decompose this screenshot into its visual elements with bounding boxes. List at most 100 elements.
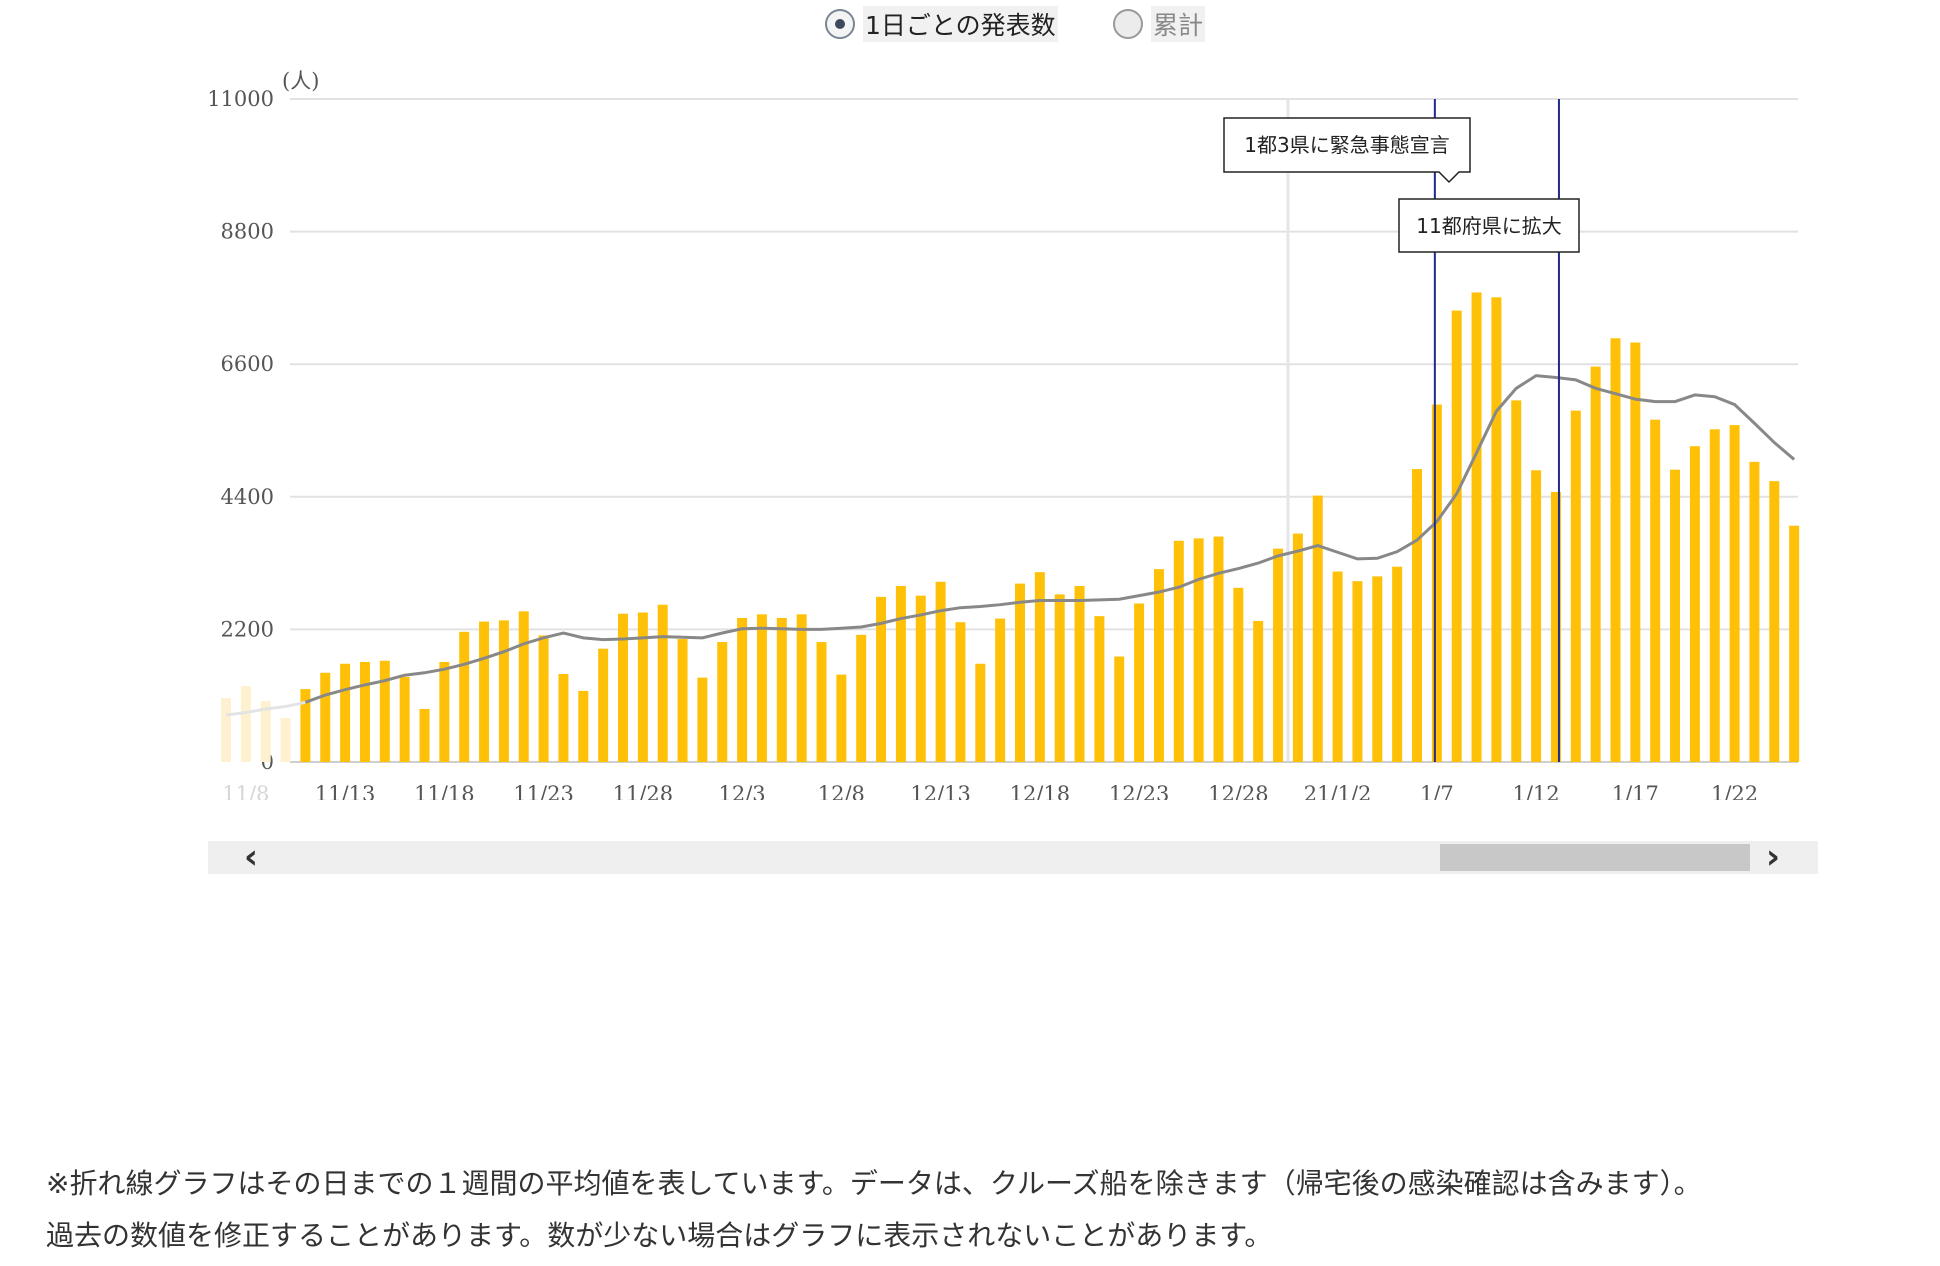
x-tick-label: 11/13: [315, 782, 376, 800]
scroll-thumb[interactable]: [1440, 844, 1750, 871]
bar: [1412, 469, 1422, 762]
bar: [498, 620, 509, 762]
bar: [697, 677, 708, 762]
x-tick-label: 12/8: [818, 782, 865, 800]
bar: [657, 604, 668, 762]
bar: [1630, 342, 1641, 762]
bar: [836, 674, 847, 762]
x-tick-label: 21/1/2: [1304, 782, 1372, 800]
y-axis-ticks: 1100088006600440022000: [207, 87, 274, 774]
bar: [677, 639, 688, 762]
footnote-line-1: ※折れ線グラフはその日までの１週間の平均値を表しています。データは、クルーズ船を…: [46, 1167, 1702, 1200]
bar: [895, 586, 906, 762]
scroll-right-arrow-icon[interactable]: ›: [1765, 837, 1780, 877]
x-tick-label: 12/28: [1208, 782, 1269, 800]
bar: [935, 581, 946, 762]
x-tick-label: 11/28: [613, 782, 674, 800]
bar: [1015, 583, 1025, 762]
callout-box: [1223, 117, 1471, 184]
chart-scrollbar[interactable]: ‹ ›: [208, 837, 1818, 877]
bar: [221, 698, 231, 762]
bar: [637, 612, 648, 762]
x-tick-label: 11/18: [414, 782, 475, 800]
bar: [1034, 572, 1045, 762]
average-line-faded: [225, 700, 306, 717]
bar: [1531, 470, 1542, 762]
bar: [558, 674, 569, 762]
bar: [1650, 419, 1661, 762]
y-tick-label: 4400: [221, 485, 274, 509]
bar: [1193, 538, 1204, 762]
radio-daily-button[interactable]: [825, 9, 855, 39]
x-tick-label: 12/13: [910, 782, 971, 800]
bar: [1550, 491, 1561, 762]
bar: [1312, 495, 1323, 762]
bar: [260, 701, 271, 762]
bar: [876, 596, 887, 762]
scroll-left-arrow-icon[interactable]: ‹: [243, 837, 258, 877]
radio-daily[interactable]: 1日ごとの発表数: [825, 6, 1058, 42]
bar-series: [221, 292, 1800, 762]
y-axis-unit-label: (人): [282, 69, 319, 93]
y-tick-label: 2200: [221, 617, 274, 641]
footnote-line-2: 過去の数値を修正することがあります。数が少ない場合はグラフに表示されないことがあ…: [46, 1219, 1273, 1252]
bar: [340, 663, 351, 762]
bar: [1114, 656, 1125, 762]
chart-footnote: ※折れ線グラフはその日までの１週間の平均値を表しています。データは、クルーズ船を…: [46, 1158, 1936, 1262]
bar: [518, 611, 529, 762]
bar: [1670, 469, 1681, 762]
bar: [995, 618, 1006, 762]
bar: [1352, 581, 1363, 762]
bar: [1054, 594, 1065, 762]
bar: [618, 613, 628, 762]
callout-box: [1398, 198, 1580, 253]
bar: [1233, 587, 1244, 762]
average-line-series: [225, 374, 1796, 717]
radio-daily-label[interactable]: 1日ごとの発表数: [863, 6, 1058, 42]
x-tick-label: 11/8: [222, 782, 269, 800]
bar: [1253, 620, 1264, 762]
daily-cases-chart: 1100088006600440022000 (人) 1都3県に緊急事態宣言11…: [207, 69, 1800, 800]
bar: [955, 622, 966, 762]
bar: [1392, 566, 1403, 762]
radio-cumulative[interactable]: 累計: [1113, 6, 1206, 42]
bar: [1769, 481, 1780, 762]
bar: [816, 642, 827, 762]
event-markers: 1都3県に緊急事態宣言 11都府県に拡大: [1223, 99, 1580, 762]
y-tick-label: 11000: [207, 87, 274, 111]
bar: [756, 614, 767, 762]
bar: [1749, 461, 1760, 762]
bar: [1372, 576, 1383, 762]
bar: [1134, 603, 1145, 762]
bar: [915, 595, 926, 762]
x-tick-label: 12/18: [1010, 782, 1071, 800]
bar: [1610, 338, 1621, 762]
bar: [240, 686, 251, 762]
bar: [856, 634, 867, 762]
average-line: [304, 374, 1796, 704]
bar: [538, 635, 549, 762]
bar: [1332, 571, 1343, 762]
y-tick-label: 6600: [221, 352, 274, 376]
bar: [280, 718, 291, 762]
x-tick-label: 11/23: [513, 782, 574, 800]
bar: [459, 631, 470, 762]
bar: [1590, 366, 1601, 762]
x-tick-label: 1/7: [1420, 782, 1454, 800]
bar: [776, 617, 787, 762]
bar: [1173, 540, 1184, 762]
bar: [1709, 429, 1720, 762]
radio-cumulative-button[interactable]: [1113, 9, 1143, 39]
bar: [1471, 292, 1482, 762]
bar: [1074, 586, 1085, 762]
bar: [439, 661, 450, 762]
bar: [1491, 297, 1502, 762]
mode-selector: 1日ごとの発表数 累計: [0, 0, 1940, 44]
bar: [1094, 616, 1105, 762]
bar: [1451, 310, 1462, 762]
x-tick-label: 1/22: [1711, 782, 1758, 800]
bar: [1729, 425, 1740, 762]
radio-cumulative-label[interactable]: 累計: [1151, 6, 1206, 42]
bar: [717, 642, 728, 762]
bar: [975, 663, 986, 762]
